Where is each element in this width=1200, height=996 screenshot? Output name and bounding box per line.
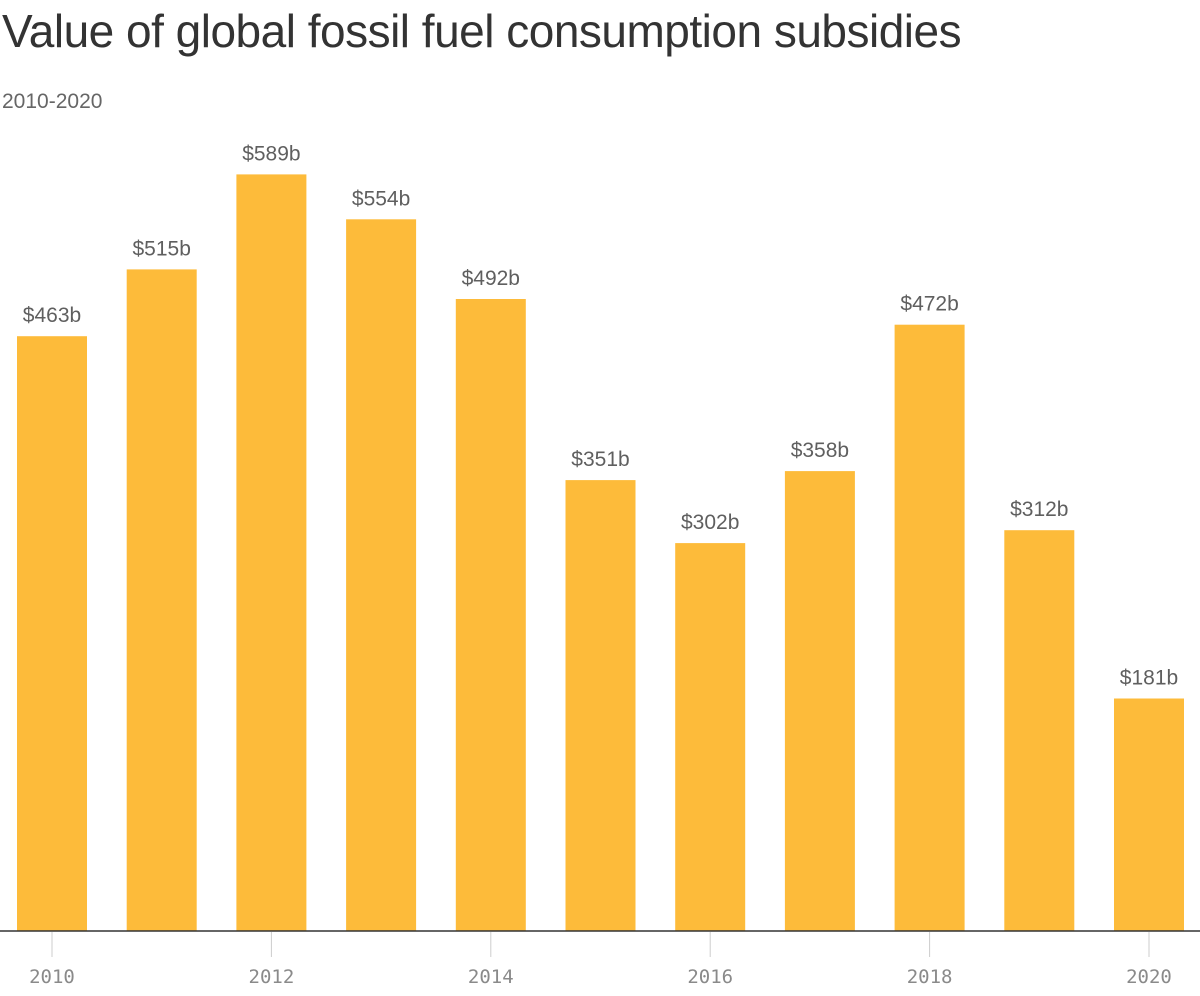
data-label-2015: $351b [571, 448, 629, 471]
data-label-2014: $492b [462, 267, 520, 290]
data-label-2011: $515b [132, 237, 190, 260]
data-label-2010: $463b [23, 304, 81, 327]
data-label-2012: $589b [242, 142, 300, 165]
data-label-2018: $472b [900, 293, 958, 316]
data-label-2017: $358b [791, 439, 849, 462]
bar-2016 [675, 543, 746, 931]
x-tick-label-2014: 2014 [468, 966, 514, 988]
bar-2013 [346, 219, 417, 932]
data-label-2016: $302b [681, 511, 739, 534]
bar-2014 [455, 299, 526, 931]
chart-title: Value of global fossil fuel consumption … [2, 5, 962, 57]
data-label-2019: $312b [1010, 498, 1068, 521]
data-label-2013: $554b [352, 187, 410, 210]
x-tick-label-2010: 2010 [29, 966, 75, 988]
bar-2019 [1004, 530, 1075, 931]
data-label-2020: $181b [1120, 667, 1178, 690]
x-tick-label-2020: 2020 [1126, 966, 1172, 988]
bar-2020 [1114, 698, 1184, 931]
bar-2017 [784, 471, 855, 931]
chart-subtitle: 2010-2020 [2, 90, 103, 113]
bar-2010 [17, 336, 87, 931]
x-tick-label-2016: 2016 [687, 966, 733, 988]
bar-2018 [894, 324, 965, 931]
bar-2012 [236, 174, 307, 931]
bar-2015 [565, 480, 636, 931]
x-tick-label-2018: 2018 [907, 966, 953, 988]
bar-2011 [126, 269, 197, 931]
x-tick-label-2012: 2012 [249, 966, 295, 988]
